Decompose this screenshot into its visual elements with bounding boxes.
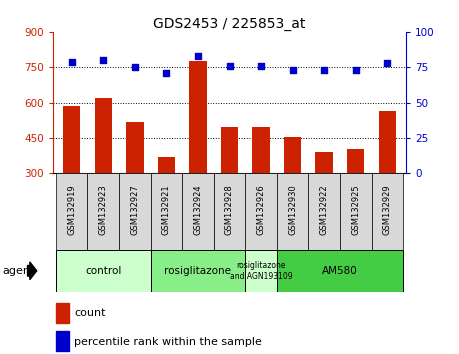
Point — [320, 67, 328, 73]
Bar — [88, 173, 119, 250]
Text: rosiglitazone
and AGN193109: rosiglitazone and AGN193109 — [230, 261, 292, 280]
Bar — [315, 152, 333, 173]
Bar — [119, 173, 151, 250]
Text: GSM132919: GSM132919 — [67, 185, 76, 235]
Text: GSM132922: GSM132922 — [319, 185, 329, 235]
Point — [226, 63, 233, 69]
Bar — [379, 111, 396, 173]
Text: GSM132930: GSM132930 — [288, 185, 297, 235]
Bar — [182, 173, 214, 250]
Title: GDS2453 / 225853_at: GDS2453 / 225853_at — [153, 17, 306, 31]
Point — [131, 64, 139, 70]
Point — [68, 59, 75, 64]
Bar — [56, 250, 151, 292]
Bar — [245, 250, 277, 292]
Text: GSM132927: GSM132927 — [130, 185, 140, 235]
Bar — [158, 157, 175, 173]
Text: control: control — [85, 266, 122, 276]
Bar — [151, 173, 182, 250]
Bar — [56, 331, 69, 351]
Text: count: count — [74, 308, 106, 318]
Bar — [56, 303, 69, 323]
Bar — [308, 173, 340, 250]
Text: AM580: AM580 — [322, 266, 358, 276]
Text: GSM132923: GSM132923 — [99, 185, 108, 235]
Point — [100, 57, 107, 63]
Point — [352, 67, 359, 73]
Bar — [371, 173, 403, 250]
Bar — [252, 127, 270, 173]
Bar — [95, 98, 112, 173]
Bar — [221, 127, 238, 173]
Point — [384, 60, 391, 66]
Bar — [189, 61, 207, 173]
Point — [194, 53, 202, 59]
Bar — [245, 173, 277, 250]
Point — [289, 67, 297, 73]
Bar — [340, 173, 371, 250]
Bar — [284, 137, 301, 173]
Text: GSM132928: GSM132928 — [225, 185, 234, 235]
Bar — [56, 173, 88, 250]
Bar — [214, 173, 245, 250]
Point — [163, 70, 170, 76]
Bar — [277, 173, 308, 250]
Text: agent: agent — [2, 266, 35, 276]
Bar — [347, 149, 364, 173]
Bar — [63, 106, 80, 173]
Text: rosiglitazone: rosiglitazone — [164, 266, 231, 276]
Text: percentile rank within the sample: percentile rank within the sample — [74, 337, 262, 347]
Text: GSM132921: GSM132921 — [162, 185, 171, 235]
Text: GSM132925: GSM132925 — [351, 185, 360, 235]
Bar — [151, 250, 245, 292]
Text: GSM132926: GSM132926 — [257, 185, 266, 235]
Text: GSM132929: GSM132929 — [383, 185, 392, 235]
Point — [257, 63, 265, 69]
Bar — [277, 250, 403, 292]
Text: GSM132924: GSM132924 — [193, 185, 202, 235]
Bar — [126, 121, 144, 173]
